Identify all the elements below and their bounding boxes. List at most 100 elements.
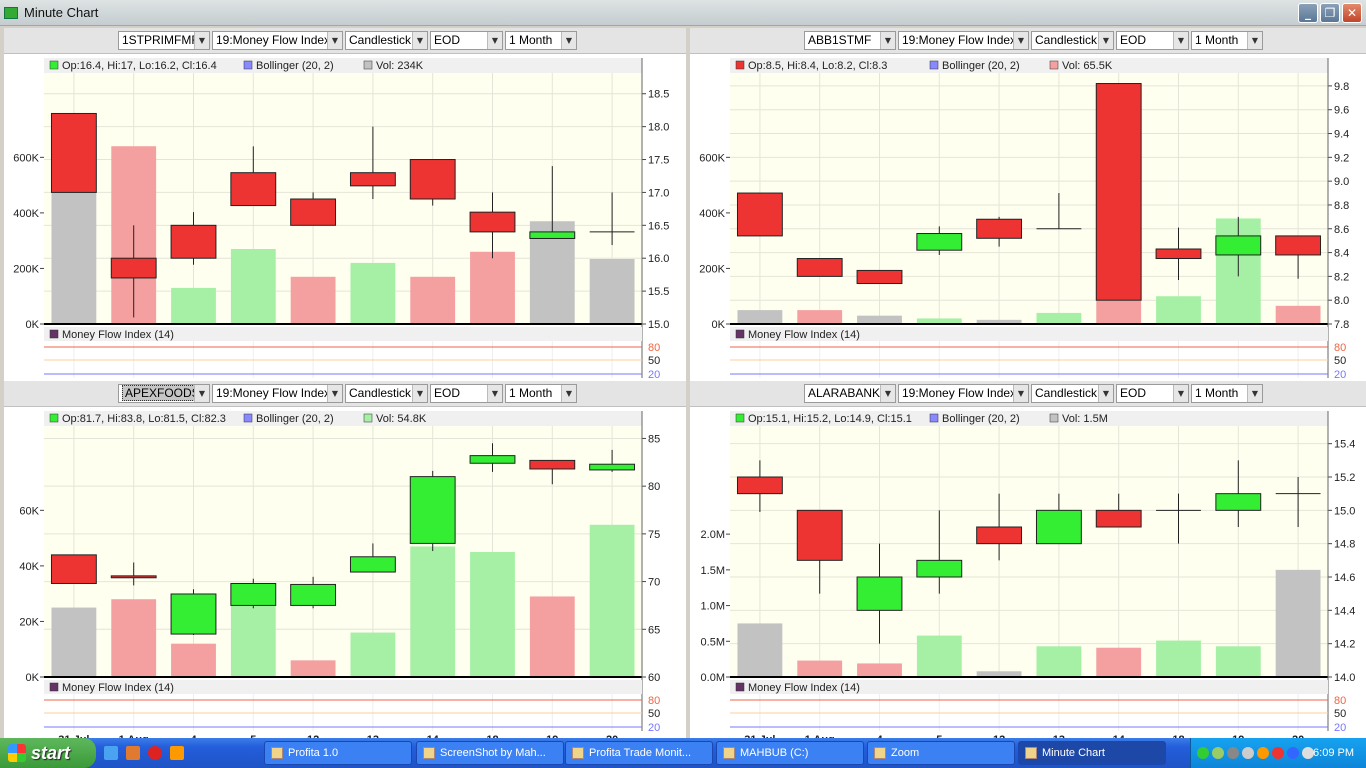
indicator-select[interactable]: 19:Money Flow Index(▼ (898, 31, 1029, 50)
chart-toolbar: ABB1STMF ▼ 19:Money Flow Index(▼ Candlestic… (690, 28, 1366, 54)
volume-bar (111, 599, 157, 677)
volume-tick-label: 400K (699, 208, 725, 220)
volume-bar (470, 552, 515, 677)
taskbar-task[interactable]: ScreenShot by Mah... (416, 741, 564, 765)
close-button[interactable]: ✕ (1342, 3, 1362, 23)
symbol-value: 1STPRIMFMF (122, 33, 199, 47)
candle-body (170, 224, 217, 259)
volume-bar (976, 671, 1022, 677)
chart-type-select[interactable]: Candlestick (▼ (1031, 384, 1114, 403)
vlc-icon[interactable] (170, 746, 184, 760)
symbol-value: APEXFOODS (122, 385, 203, 401)
price-tick-label: 80 (648, 481, 660, 493)
legend-swatch-ohlc (49, 413, 59, 423)
tray-icon[interactable] (1212, 747, 1224, 759)
range-select[interactable]: 1 Month ▼ (505, 384, 577, 403)
candle (529, 166, 576, 239)
candle (529, 459, 576, 485)
candle-body (1035, 509, 1082, 545)
opera-icon[interactable] (148, 746, 162, 760)
volume-tick-label: 60K (19, 505, 39, 517)
volume-bar (1156, 296, 1201, 324)
price-tick-label: 15.0 (1334, 505, 1355, 517)
taskbar-task[interactable]: MAHBUB (C:) (716, 741, 864, 765)
indicator-select[interactable]: 19:Money Flow Index(▼ (898, 384, 1029, 403)
chevron-down-icon: ▼ (1098, 385, 1113, 402)
legend-volume: Vol: 65.5K (1062, 60, 1113, 72)
tray-icon[interactable] (1242, 747, 1254, 759)
candle (736, 460, 783, 512)
period-select[interactable]: EOD ▼ (430, 31, 503, 50)
price-tick-label: 14.0 (1334, 672, 1355, 684)
candle-body (409, 476, 456, 544)
tray-icon[interactable] (1197, 747, 1209, 759)
range-value: 1 Month (509, 386, 553, 400)
chevron-down-icon: ▼ (1013, 385, 1028, 402)
chart-type-select[interactable]: Candlestick (▼ (345, 384, 428, 403)
volume-bar (1096, 647, 1142, 677)
chart-type-select[interactable]: Candlestick (▼ (1031, 31, 1114, 50)
legend-swatch-mfi (49, 329, 59, 339)
chevron-down-icon: ▼ (327, 32, 342, 49)
task-label: Profita Trade Monit... (589, 747, 692, 759)
range-select[interactable]: 1 Month ▼ (1191, 31, 1263, 50)
candle-body (230, 582, 277, 606)
taskbar-task[interactable]: Profita 1.0 (264, 741, 412, 765)
maximize-button[interactable]: ❐ (1320, 3, 1340, 23)
task-label: MAHBUB (C:) (740, 747, 809, 759)
indicator-select[interactable]: 19:Money Flow Index(▼ (212, 31, 343, 50)
candle (409, 159, 456, 206)
candlestick-chart: Op:15.1, Hi:15.2, Lo:14.9, Cl:15.1 Bollin… (701, 411, 1355, 731)
task-icon (572, 747, 584, 759)
mfi-tick-label: 50 (648, 708, 660, 720)
taskbar-task[interactable]: Minute Chart (1018, 741, 1166, 765)
candle (409, 470, 456, 552)
candle-body (469, 211, 516, 233)
candle-body (589, 463, 636, 471)
price-tick-label: 9.0 (1334, 176, 1349, 188)
price-tick-label: 9.4 (1334, 129, 1349, 141)
minimize-button[interactable]: _ (1298, 3, 1318, 23)
candle-body (349, 172, 396, 187)
range-select[interactable]: 1 Month ▼ (1191, 384, 1263, 403)
price-tick-label: 8.8 (1334, 200, 1349, 212)
chevron-down-icon: ▼ (1013, 32, 1028, 49)
price-tick-label: 7.8 (1334, 319, 1349, 331)
volume-bar (797, 660, 843, 677)
symbol-select[interactable]: ALARABANK ▼ (804, 384, 896, 403)
windows-flag-icon (8, 744, 26, 762)
period-select[interactable]: EOD ▼ (1116, 31, 1189, 50)
tray-icon[interactable] (1227, 747, 1239, 759)
window-titlebar: Minute Chart _ ❐ ✕ (0, 0, 1366, 26)
tray-icon[interactable] (1272, 747, 1284, 759)
indicator-select[interactable]: 19:Money Flow Index(▼ (212, 384, 343, 403)
range-select[interactable]: 1 Month ▼ (505, 31, 577, 50)
taskbar-task[interactable]: Profita Trade Monit... (565, 741, 713, 765)
symbol-select[interactable]: 1STPRIMFMF ▼ (118, 31, 210, 50)
ie-icon[interactable] (104, 746, 118, 760)
price-tick-label: 14.2 (1334, 639, 1355, 651)
chevron-down-icon: ▼ (1173, 32, 1188, 49)
tray-icon[interactable] (1257, 747, 1269, 759)
taskbar-task[interactable]: Zoom (867, 741, 1015, 765)
symbol-select[interactable]: APEXFOODS ▼ (118, 384, 210, 403)
volume-tick-label: 40K (19, 561, 39, 573)
period-select[interactable]: EOD ▼ (430, 384, 503, 403)
task-icon (723, 747, 735, 759)
candle-body (1215, 235, 1262, 256)
chart-type-select[interactable]: Candlestick (▼ (345, 31, 428, 50)
tray-icon[interactable] (1302, 747, 1314, 759)
symbol-select[interactable]: ABB1STMF ▼ (804, 31, 896, 50)
start-button[interactable]: start (0, 738, 96, 768)
volume-bar (916, 635, 962, 677)
bluetooth-icon[interactable] (1287, 747, 1299, 759)
candle (916, 226, 963, 255)
volume-tick-label: 20K (19, 616, 39, 628)
period-select[interactable]: EOD ▼ (1116, 384, 1189, 403)
mfi-tick-label: 20 (648, 722, 660, 731)
candle-body (796, 509, 843, 561)
media-icon[interactable] (126, 746, 140, 760)
candle (1095, 83, 1142, 301)
legend-swatch-mfi (735, 682, 745, 692)
chevron-down-icon: ▼ (1247, 385, 1262, 402)
